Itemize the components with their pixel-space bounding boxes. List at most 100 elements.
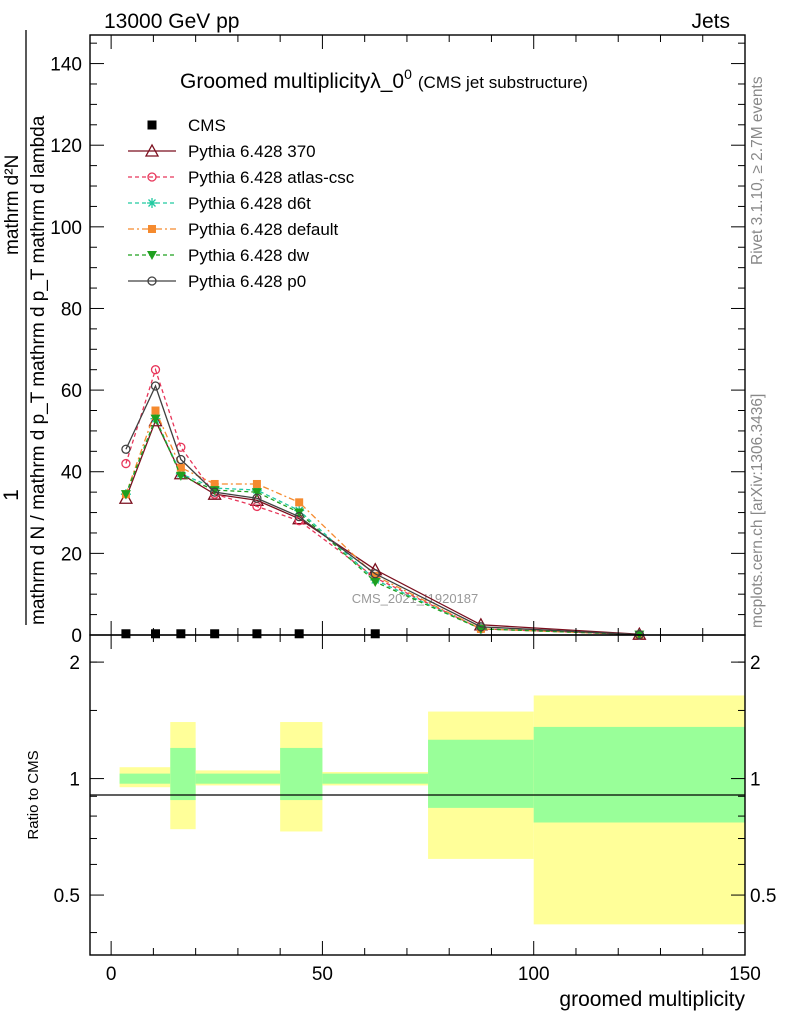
legend-item-cms: CMS xyxy=(147,116,226,135)
y-tick-label: 140 xyxy=(50,55,82,76)
ratio-plot-frame xyxy=(89,634,746,956)
title-superscript: 0 xyxy=(404,66,412,82)
ratio-bands xyxy=(119,695,745,925)
point-marker xyxy=(176,629,186,639)
point-marker xyxy=(210,479,219,488)
point-marker xyxy=(251,488,262,498)
x-tick-label: 100 xyxy=(518,964,550,985)
y-tick-label: 20 xyxy=(61,544,82,565)
ratio-band-stat xyxy=(280,747,323,801)
legend-label: Pythia 6.428 370 xyxy=(188,142,316,161)
header-right: Jets xyxy=(691,10,730,33)
point-marker xyxy=(210,487,220,497)
ratio-band-stat xyxy=(170,747,196,801)
point-marker xyxy=(371,571,380,580)
legend-item-5: Pythia 6.428 p0 xyxy=(128,272,306,291)
legend-item-1: Pythia 6.428 atlas-csc xyxy=(128,168,355,187)
point-marker xyxy=(147,251,157,260)
point-marker xyxy=(147,120,157,130)
point-marker xyxy=(370,577,381,587)
point-marker xyxy=(144,143,160,157)
svg-text:Groomed multiplicityλ_00(CMS j: Groomed multiplicityλ_00 (CMS jet substru… xyxy=(180,66,588,93)
xlabel: groomed multiplicity xyxy=(559,988,745,1011)
main-series xyxy=(118,365,647,640)
point-marker xyxy=(151,406,160,415)
ylabel-main-denominator: mathrm d N / mathrm d p_T mathrm d p_T m… xyxy=(28,115,49,625)
point-marker xyxy=(148,225,156,233)
ratio-band-stat xyxy=(195,773,281,784)
y-tick-label: 120 xyxy=(50,136,82,157)
series-line xyxy=(125,416,640,636)
ylabel-main-right: mathrm d²N xyxy=(2,155,23,255)
legend-label: Pythia 6.428 default xyxy=(188,220,339,239)
point-marker xyxy=(176,454,186,465)
point-marker xyxy=(150,365,161,375)
point-marker xyxy=(120,490,131,500)
point-marker xyxy=(121,444,131,454)
point-marker xyxy=(294,629,304,639)
point-marker xyxy=(295,498,304,507)
ratio-tick-label-left: 1 xyxy=(69,770,80,791)
point-marker xyxy=(147,172,157,182)
point-marker xyxy=(148,413,163,427)
point-marker xyxy=(370,629,380,639)
point-marker xyxy=(370,569,380,579)
ratio-tick-label-right: 1 xyxy=(750,770,761,791)
series-5 xyxy=(121,381,645,640)
legend: CMS Pythia 6.428 370 Pythia 6.428 atlas-cs… xyxy=(128,116,355,291)
series-line xyxy=(125,384,640,636)
y-tick-label: 40 xyxy=(61,463,82,484)
header-left: 13000 GeV pp xyxy=(104,10,239,33)
point-marker xyxy=(207,486,222,500)
ratio-tick-label-left: 2 xyxy=(69,653,80,674)
point-marker xyxy=(175,471,186,481)
ylabel-main-numerator: 1 xyxy=(0,489,23,501)
legend-label: Pythia 6.428 atlas-csc xyxy=(188,168,355,187)
legend-item-4: Pythia 6.428 dw xyxy=(128,246,310,265)
point-marker xyxy=(150,381,161,391)
y-tick-label: 60 xyxy=(61,381,82,402)
point-marker xyxy=(476,622,486,632)
point-marker xyxy=(147,276,157,286)
series-line xyxy=(125,419,640,635)
point-marker xyxy=(252,629,262,639)
point-marker xyxy=(294,511,304,522)
ratio-band-stat xyxy=(428,739,534,808)
axis-ticks: 0 20 40 60 80 100 120 140 0 50 100 150 0.5 0.5 1 1 2 2 xyxy=(50,35,776,985)
side-text-top: Rivet 3.1.10, ≥ 2.7M events xyxy=(749,76,766,265)
ratio-tick-label-left: 0.5 xyxy=(54,886,80,907)
x-tick-label: 50 xyxy=(312,964,333,985)
ylabel-ratio: Ratio to CMS xyxy=(25,750,42,839)
title-main: Groomed multiplicityλ_0 xyxy=(180,70,404,93)
legend-label: CMS xyxy=(188,116,226,135)
legend-label: Pythia 6.428 d6t xyxy=(188,194,311,213)
legend-label: Pythia 6.428 dw xyxy=(188,246,310,265)
point-marker xyxy=(210,629,220,639)
legend-item-0: Pythia 6.428 370 xyxy=(128,142,316,161)
legend-item-3: Pythia 6.428 default xyxy=(128,220,339,239)
cms-points xyxy=(121,629,380,639)
chart-title: Groomed multiplicityλ_00 (CMS jet substru… xyxy=(180,66,588,93)
ratio-band-stat xyxy=(322,773,429,784)
ratio-band-stat xyxy=(119,773,171,784)
point-marker xyxy=(151,629,160,639)
side-text-bottom: mcplots.cern.ch [arXiv:1306.3436] xyxy=(749,394,766,628)
y-tick-label: 80 xyxy=(61,299,82,320)
ratio-tick-label-right: 0.5 xyxy=(750,886,776,907)
point-marker xyxy=(176,463,185,472)
y-tick-label: 0 xyxy=(71,626,82,647)
point-marker xyxy=(252,479,261,488)
legend-item-2: Pythia 6.428 d6t xyxy=(128,194,311,213)
y-tick-label: 100 xyxy=(50,218,82,239)
point-marker xyxy=(252,493,262,503)
point-marker xyxy=(147,198,157,208)
point-marker xyxy=(121,458,131,469)
title-subtitle: (CMS jet substructure) xyxy=(418,73,588,92)
ratio-band-stat xyxy=(533,726,745,823)
legend-label: Pythia 6.428 p0 xyxy=(188,272,306,291)
point-marker xyxy=(121,629,131,639)
x-tick-label: 150 xyxy=(729,964,761,985)
x-tick-label: 0 xyxy=(106,964,117,985)
point-marker xyxy=(150,414,161,424)
